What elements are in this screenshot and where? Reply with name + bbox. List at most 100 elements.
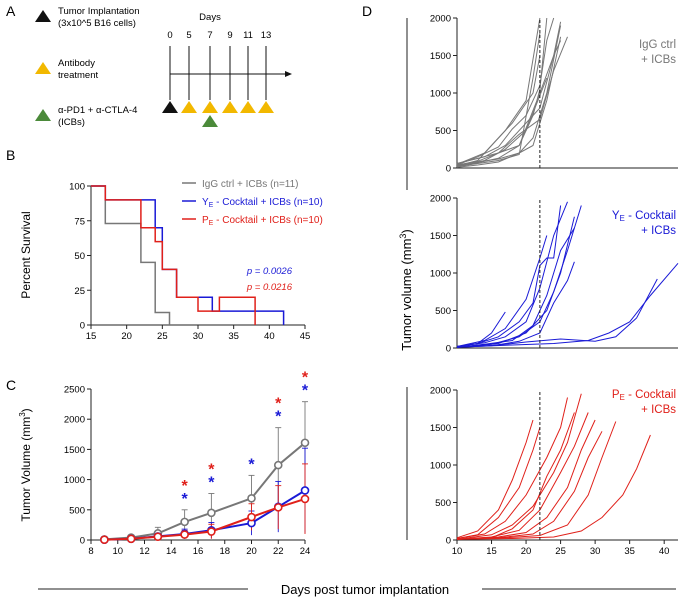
- mean-volume-plot: 8 10 12 14 16 18 20 22 2405001000150020002500***…: [64, 370, 310, 557]
- survival-ylabel: Percent Survival: [19, 211, 33, 298]
- growth-curve-0: [456, 36, 568, 166]
- timeline-antibody-icon: [222, 101, 238, 113]
- day-label-7: 7: [207, 30, 212, 41]
- survival-curve-0: [91, 185, 171, 325]
- volume-x-tick-label: 10: [112, 546, 123, 557]
- growth-1-y-tick-label: 2000: [430, 194, 451, 205]
- timeline-icb-icon: [202, 115, 218, 127]
- growth-curve-1: [456, 262, 679, 348]
- mean-point-2: [153, 532, 163, 541]
- growth-curve-2: [456, 421, 617, 540]
- growth-curve-0: [456, 36, 562, 168]
- growth-curve-0: [463, 21, 562, 167]
- icb-triangle-icon: [35, 109, 51, 121]
- volume-x-tick-label: 16: [193, 546, 204, 557]
- panel-c-letter: C: [6, 377, 16, 393]
- timeline-antibody-icon: [181, 101, 197, 113]
- volume-y-tick-label: 2500: [64, 385, 85, 396]
- shared-xlabel-text: Days post tumor implantation: [281, 582, 449, 597]
- significance-star: *: [248, 456, 255, 473]
- day-label-0: 0: [167, 30, 172, 41]
- legend-icb-line1: α-PD1 + α-CTLA-4: [58, 105, 137, 116]
- growth-1-y-tick-label: 1000: [430, 269, 451, 280]
- significance-star: *: [208, 474, 215, 491]
- mean-point-2: [180, 530, 189, 539]
- timeline-antibody-icon: [202, 101, 218, 113]
- growth-2-y-tick-label: 1000: [430, 461, 451, 472]
- growth-curve-2: [456, 419, 534, 539]
- igg-panel-label-line1: IgG ctrl: [639, 39, 676, 51]
- growth-curve-1: [456, 216, 575, 348]
- volume-y-tick-label: 500: [69, 505, 85, 516]
- shared-xlabel: Days post tumor implantation: [38, 582, 676, 597]
- significance-star: *: [208, 461, 215, 478]
- volume-x-tick-label: 8: [88, 546, 93, 557]
- mean-point-2: [126, 534, 136, 544]
- growth-1-y-tick-label: 0: [446, 344, 451, 355]
- growth-curve-2: [456, 393, 582, 540]
- pvalue-ye: p = 0.0026: [246, 266, 293, 277]
- mean-point-2: [100, 535, 109, 544]
- legend-icb-line2: (ICBs): [58, 117, 85, 128]
- panel-d: D Tumor volume (mm3) 0 500 1000 1500 2000 0 5…: [362, 3, 679, 557]
- survival-x-tick-label: 30: [193, 331, 204, 342]
- pe-panel-label-line2: + ICBs: [641, 404, 676, 416]
- growth-0-y-tick-label: 2000: [430, 14, 451, 25]
- growth-curve-0: [456, 77, 548, 167]
- days-title: Days: [199, 12, 221, 23]
- volume-y-tick-label: 1000: [64, 475, 85, 486]
- significance-star: *: [275, 409, 282, 426]
- mean-point-2: [300, 494, 310, 504]
- survival-x-tick-label: 40: [264, 331, 275, 342]
- mean-point-2: [273, 503, 283, 512]
- volume-y-tick-label: 2000: [64, 415, 85, 426]
- ye-panel-label-line1: YE - Cocktail: [612, 210, 676, 223]
- pe-panel-label-line1: PE - Cocktail: [612, 389, 676, 402]
- igg-growth-plot: 0 500 1000 1500 2000: [430, 14, 678, 175]
- panel-c: C Tumor Volume (mm3) 8 10 12 14 16 18 20 22 24 0 5…: [6, 370, 310, 557]
- mean-point-0: [273, 460, 283, 470]
- volume-x-tick-label: 24: [300, 546, 311, 557]
- growth-2-x-tick-label: 20: [521, 546, 532, 557]
- ye-growth-plot: 0 500 1000 1500 2000: [430, 194, 679, 355]
- survival-y-tick-label: 100: [69, 182, 85, 193]
- legend-ye-label: YE - Cocktail + ICBs (n=10): [202, 197, 323, 209]
- growth-curve-2: [456, 412, 589, 540]
- legend-igg-label: IgG ctrl + ICBs (n=11): [202, 179, 299, 190]
- timeline-antibody-icon: [258, 101, 274, 113]
- growth-2-y-tick-label: 1500: [430, 423, 451, 434]
- growth-curve-1: [456, 205, 562, 347]
- day-label-9: 9: [227, 30, 232, 41]
- growth-2-y-tick-label: 500: [435, 498, 451, 509]
- pvalue-pe: p = 0.0216: [246, 282, 293, 293]
- mean-line-2: [104, 497, 306, 541]
- growth-2-y-tick-label: 0: [446, 536, 451, 547]
- survival-x-tick-label: 35: [228, 331, 239, 342]
- timeline-antibody-icon: [240, 101, 256, 113]
- significance-star: *: [182, 491, 189, 508]
- mean-point-0: [207, 508, 216, 518]
- volume-x-tick-label: 18: [219, 546, 230, 557]
- growth-curve-0: [456, 17, 555, 166]
- volume-x-tick-label: 14: [166, 546, 177, 557]
- day-label-11: 11: [243, 30, 253, 41]
- significance-star: *: [182, 478, 189, 495]
- survival-y-tick-label: 75: [74, 216, 85, 227]
- panel-b: B Percent Survival 15 20 25 30 35 40 45 0 25 50 75…: [6, 147, 323, 342]
- growth-2-y-tick-label: 2000: [430, 386, 451, 397]
- survival-y-tick-label: 0: [80, 321, 85, 332]
- growth-2-x-tick-label: 30: [590, 546, 601, 557]
- ye-panel-label-line2: + ICBs: [641, 225, 676, 237]
- growth-curve-2: [456, 431, 603, 540]
- mean-point-1: [300, 486, 310, 495]
- day-label-5: 5: [186, 30, 191, 41]
- growth-2-x-tick-label: 35: [624, 546, 635, 557]
- legend-implant-line2: (3x10^5 B16 cells): [58, 18, 136, 29]
- volume-x-tick-label: 20: [246, 546, 257, 557]
- growth-curve-2: [456, 412, 575, 540]
- survival-x-tick-label: 20: [121, 331, 132, 342]
- individual-ylabel: Tumor volume (mm3): [398, 229, 414, 351]
- growth-0-y-tick-label: 1500: [430, 51, 451, 62]
- growth-curve-1: [456, 278, 658, 348]
